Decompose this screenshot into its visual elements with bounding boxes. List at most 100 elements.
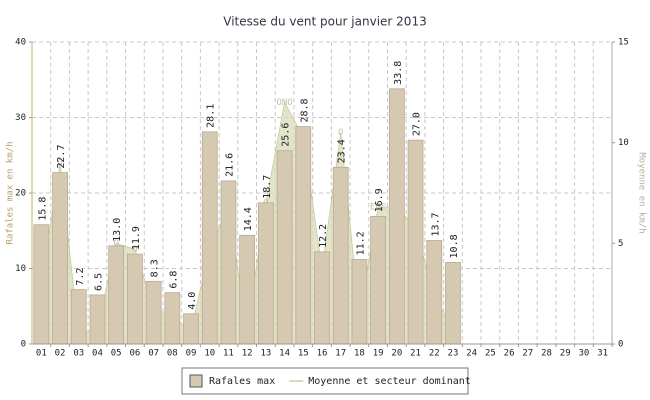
bar	[164, 292, 181, 345]
bar	[127, 253, 143, 345]
bar	[108, 245, 125, 345]
value-label: 33.8	[393, 61, 404, 85]
x-tick-label: 03	[73, 349, 84, 359]
x-tick-label: 10	[204, 349, 215, 359]
bar	[445, 262, 461, 345]
value-label: 13.7	[430, 212, 441, 236]
legend-box	[181, 367, 469, 395]
value-label: 18.7	[262, 175, 273, 199]
bar	[351, 259, 368, 345]
x-tick-label: 17	[335, 349, 346, 359]
legend-label: Moyenne et secteur dominant	[308, 376, 471, 387]
x-tick-label: 13	[260, 349, 271, 359]
x-tick-label: 25	[485, 349, 496, 359]
value-label: 12.2	[318, 224, 329, 248]
y2-tick-label: 10	[618, 138, 629, 148]
legend-label: Rafales max	[209, 376, 275, 387]
x-tick-label: 02	[55, 349, 66, 359]
value-label: 11.2	[355, 231, 366, 255]
value-label: 15.8	[37, 197, 48, 221]
y-tick-label: 0	[21, 340, 26, 350]
value-label: 10.8	[449, 234, 460, 258]
x-tick-label: 05	[111, 349, 122, 359]
x-tick-label: 01	[36, 349, 47, 359]
x-tick-label: 06	[129, 349, 140, 359]
x-tick-label: 04	[92, 349, 103, 359]
bar	[426, 240, 443, 345]
bar	[407, 139, 424, 345]
bar	[388, 88, 405, 345]
point-label: ONO	[276, 98, 292, 108]
bar	[276, 150, 293, 345]
bar	[145, 280, 162, 345]
legend-swatch	[189, 374, 203, 388]
x-tick-label: 18	[354, 349, 365, 359]
bar	[295, 126, 312, 345]
y-axis-label: Rafales max en km/h	[6, 142, 16, 245]
y2-axis-label: Moyenne en km/h	[637, 152, 647, 233]
point-label: O	[132, 245, 137, 255]
value-label: 28.1	[206, 104, 217, 128]
x-tick-label: 21	[410, 349, 421, 359]
value-label: 28.8	[299, 98, 310, 122]
bar	[201, 131, 218, 345]
x-tick-label: 31	[597, 349, 608, 359]
x-tick-label: 29	[560, 349, 571, 359]
x-tick-label: 07	[148, 349, 159, 359]
x-tick-label: 23	[448, 349, 459, 359]
value-label: 4.0	[187, 292, 198, 310]
value-label: 13.0	[112, 218, 123, 242]
value-label: 11.9	[131, 226, 142, 250]
bar	[239, 234, 256, 345]
bar	[332, 166, 349, 345]
bar	[370, 216, 387, 345]
y-tick-label: 10	[15, 264, 26, 274]
x-tick-label: 19	[373, 349, 384, 359]
bar	[89, 294, 106, 345]
x-tick-label: 27	[522, 349, 533, 359]
x-tick-label: 11	[223, 349, 234, 359]
legend: Rafales max Moyenne et secteur dominant	[181, 367, 471, 395]
value-label: 14.4	[243, 207, 254, 231]
x-tick-label: 26	[504, 349, 515, 359]
bar	[70, 289, 87, 345]
value-label: 16.9	[374, 188, 385, 212]
bar	[183, 313, 199, 345]
value-label: 25.6	[281, 123, 292, 147]
point-label: O	[57, 158, 62, 168]
value-label: 27.0	[412, 112, 423, 136]
x-tick-label: 24	[466, 349, 477, 359]
y-tick-label: 20	[15, 189, 26, 199]
chart-title: Vitesse du vent pour janvier 2013	[223, 15, 426, 29]
bar	[52, 172, 68, 345]
x-tick-label: 22	[429, 349, 440, 359]
x-tick-label: 16	[317, 349, 328, 359]
value-label: 8.3	[150, 259, 161, 277]
point-label: ENE	[370, 203, 386, 213]
x-tick-label: 09	[186, 349, 197, 359]
bar	[257, 202, 274, 345]
value-label: 7.2	[75, 268, 86, 286]
x-tick-label: 08	[167, 349, 178, 359]
y2-tick-label: 0	[618, 340, 623, 350]
value-label: 23.4	[337, 139, 348, 163]
bar	[314, 251, 330, 345]
y-tick-label: 30	[15, 113, 26, 123]
x-tick-label: 14	[279, 349, 290, 359]
y-tick-label: 40	[15, 38, 26, 48]
bar	[33, 224, 50, 345]
point-label: O	[338, 128, 343, 138]
value-label: 21.6	[224, 153, 235, 177]
value-label: 22.7	[56, 145, 67, 169]
value-label: 6.5	[93, 273, 104, 291]
x-tick-label: 28	[541, 349, 552, 359]
point-label: O	[113, 239, 118, 249]
x-tick-label: 15	[298, 349, 309, 359]
value-label: 6.8	[168, 271, 179, 289]
bar	[220, 180, 237, 345]
y2-tick-label: 5	[618, 239, 623, 249]
y2-tick-label: 15	[618, 38, 629, 48]
x-tick-label: 20	[391, 349, 402, 359]
x-tick-label: 30	[579, 349, 590, 359]
